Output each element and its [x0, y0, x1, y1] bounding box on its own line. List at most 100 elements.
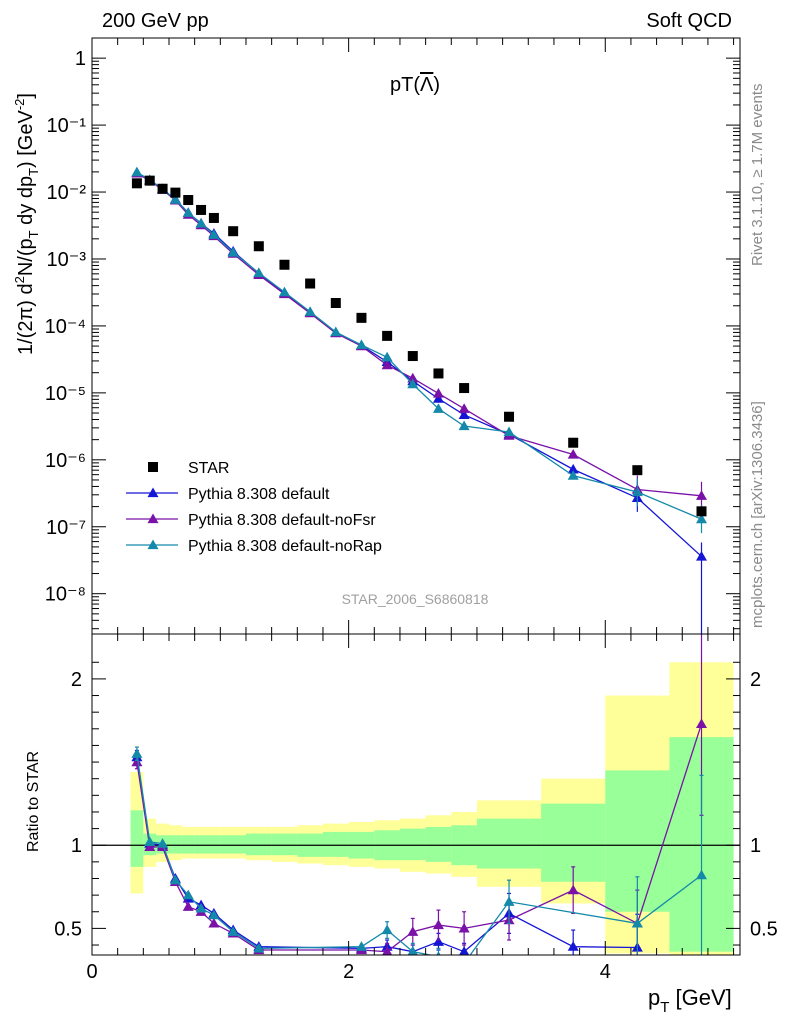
series-point-3 — [227, 246, 239, 257]
ratio-point-2 — [208, 909, 220, 920]
data-point-star — [157, 183, 168, 194]
data-point-star — [196, 204, 207, 215]
ratio-band-green — [271, 833, 298, 856]
plot-title-suffix: ) — [433, 74, 440, 96]
header-right: Soft QCD — [646, 10, 732, 32]
ratio-point-2 — [169, 874, 181, 885]
legend-label-1: Pythia 8.308 default — [188, 486, 330, 503]
series-point-1 — [458, 409, 470, 419]
ratio-series-layer — [131, 634, 708, 968]
ratio-point-1 — [432, 919, 444, 930]
series-point-2 — [458, 403, 470, 413]
x-tick-label: 0 — [86, 961, 97, 983]
series-point-3 — [407, 378, 419, 389]
series-point-3 — [182, 207, 194, 217]
main-y-tick-label: 10⁻⁶ — [45, 450, 86, 472]
ratio-point-2 — [436, 951, 441, 955]
main-y-tick-label: 1 — [75, 48, 86, 70]
legend-marker-1 — [147, 487, 159, 498]
ratio-band-green — [322, 831, 349, 857]
x-tick-label: 2 — [343, 961, 354, 983]
data-point-star — [228, 226, 239, 237]
main-y-axis-label: 1/(2π) d2N/(pT dy dpT) [GeV-2] — [12, 93, 41, 355]
ratio-band-green — [245, 833, 272, 856]
series-point-2 — [432, 387, 444, 398]
ratio-point-1 — [696, 718, 708, 728]
series-point-3 — [330, 326, 342, 337]
ratio-band-green — [399, 828, 426, 861]
main-y-tick-label: 10⁻⁴ — [45, 316, 86, 338]
ratio-point-2 — [253, 942, 265, 953]
data-point-star — [305, 278, 316, 289]
ratio-point-2 — [131, 748, 143, 758]
ratio-panel-frame — [91, 633, 741, 956]
data-point-star — [696, 506, 707, 517]
data-point-star — [382, 330, 393, 341]
ratio-band-green — [168, 835, 182, 854]
data-point-star — [356, 312, 367, 323]
legend-marker-2 — [147, 513, 159, 524]
series-point-2 — [567, 449, 579, 459]
series-point-3 — [278, 286, 290, 297]
main-y-tick-label: 10⁻⁷ — [46, 517, 86, 539]
ratio-point-1 — [131, 756, 143, 767]
main-y-tick-label: 10⁻¹ — [47, 115, 87, 137]
header-left: 200 GeV pp — [102, 10, 209, 32]
main-y-tick-label: 10⁻⁵ — [45, 383, 86, 405]
mcplots-label: mcplots.cern.ch [arXiv:1306.3436] — [749, 401, 766, 628]
ratio-point-0 — [459, 946, 470, 955]
data-point-star — [459, 383, 470, 394]
ratio-y-tick-label: 0.5 — [54, 918, 82, 940]
series-point-3 — [169, 194, 181, 204]
series-point-3 — [131, 166, 143, 177]
ratio-point-2 — [696, 869, 708, 880]
plot-title-prefix: pT( — [390, 74, 420, 96]
ratio-point-0 — [567, 941, 579, 951]
series-point-3 — [304, 306, 316, 316]
ratio-band-green — [425, 826, 452, 862]
ratio-band-green — [194, 835, 208, 854]
data-point-star — [253, 241, 264, 252]
legend-marker-3 — [147, 539, 159, 550]
ratio-point-2 — [355, 941, 367, 951]
ratio-point-2 — [227, 926, 239, 936]
series-point-3 — [503, 426, 515, 437]
ratio-band-layer — [92, 662, 740, 955]
series-point-3 — [208, 229, 220, 239]
ratio-point-1 — [144, 841, 156, 852]
ratio-band-green — [181, 835, 195, 854]
ratio-y-tick-label: 1 — [71, 835, 82, 857]
ratio-point-2 — [459, 958, 470, 968]
legend-label-2: Pythia 8.308 default-noFsr — [188, 512, 376, 529]
ratio-point-2 — [631, 917, 643, 928]
plot-title: pT(Λ) — [390, 74, 440, 96]
ratio-y-tick-label-right: 2 — [750, 669, 761, 691]
legend-label-0: STAR — [188, 460, 229, 477]
series-point-1 — [567, 463, 579, 474]
ratio-band-green — [207, 835, 221, 854]
main-y-tick-label: 10⁻⁸ — [45, 584, 86, 606]
ratio-y-tick-label-right: 0.5 — [750, 918, 778, 940]
ratio-y-tick-label-right: 1 — [750, 835, 761, 857]
series-point-3 — [458, 420, 470, 431]
data-point-star — [170, 187, 181, 198]
data-point-star — [568, 437, 579, 448]
main-y-tick-label: 10⁻³ — [47, 249, 87, 271]
data-point-star — [632, 465, 643, 476]
series-point-3 — [381, 351, 393, 362]
ratio-band-green — [220, 835, 246, 854]
ratio-point-1 — [382, 946, 393, 955]
data-point-star — [183, 195, 194, 206]
legend-label-3: Pythia 8.308 default-noRap — [188, 538, 382, 555]
ratio-point-2 — [157, 838, 169, 848]
data-point-star — [279, 259, 290, 270]
data-point-star — [407, 351, 418, 362]
series-point-2 — [407, 372, 419, 383]
series-point-3 — [355, 339, 367, 350]
legend-marker-star — [148, 462, 158, 472]
x-axis-label: pT [GeV] — [648, 985, 732, 1016]
plot-title-symbol: Λ — [420, 74, 434, 96]
data-point-star — [330, 298, 341, 309]
data-point-star — [208, 212, 219, 223]
series-point-3 — [253, 267, 265, 278]
